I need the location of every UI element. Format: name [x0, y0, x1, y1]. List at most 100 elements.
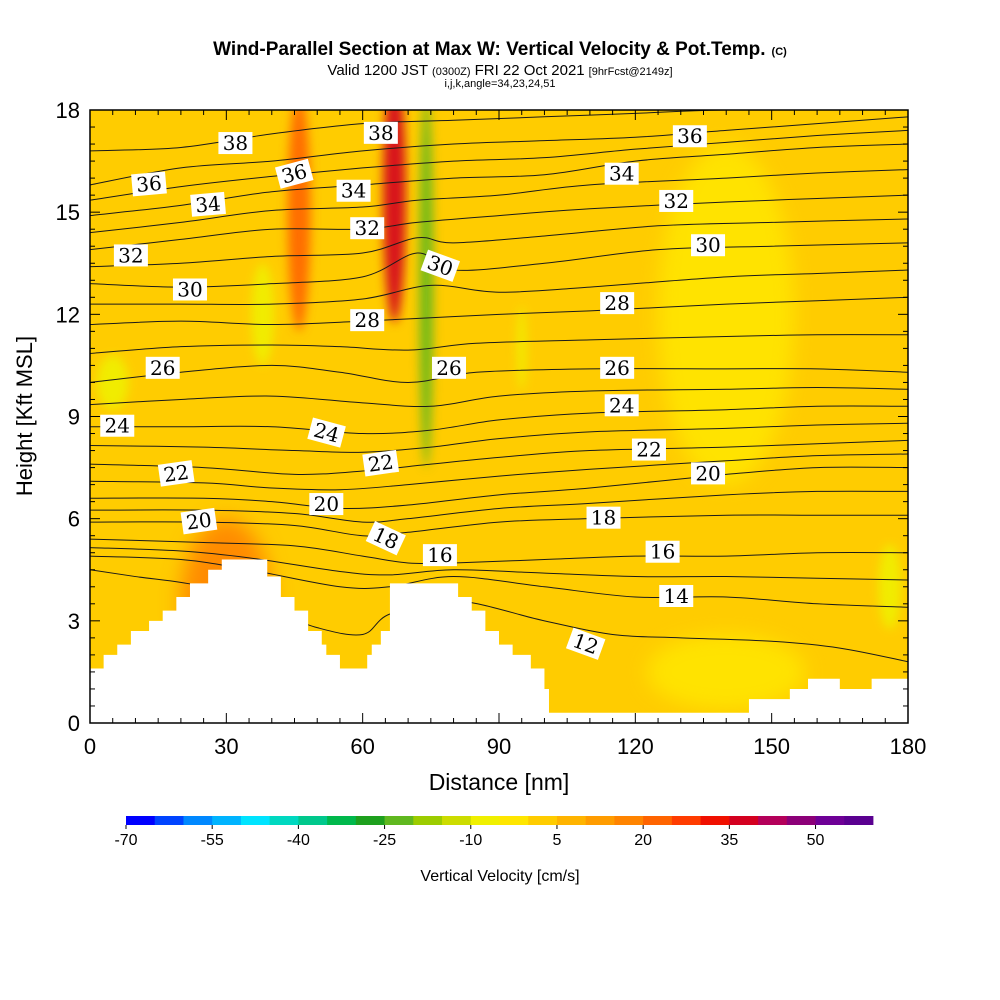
colorbar-swatch	[470, 816, 500, 825]
contour-label-box	[307, 417, 346, 448]
y-tick-labels: 0 3 6 9 12 15 18	[56, 98, 80, 736]
contour-label-32: 14	[659, 584, 694, 608]
colorbar-swatch	[240, 816, 271, 825]
contour-label-text: 30	[177, 277, 202, 301]
contour-label-text: 30	[695, 233, 720, 257]
x-tick-label: 90	[487, 734, 511, 759]
y-tick-label: 9	[68, 405, 80, 430]
contour-label-box	[157, 460, 195, 487]
velocity-feature-3	[251, 263, 275, 366]
colorbar-tick-label: -70	[114, 832, 137, 849]
colorbar-swatch	[786, 816, 816, 825]
isentrope-20	[90, 466, 908, 510]
colorbar-swatch	[614, 816, 644, 825]
colorbar-tick-label: -40	[287, 832, 310, 849]
contour-label-box	[565, 627, 606, 660]
colorbar-swatch	[499, 816, 529, 825]
isentrope-34	[90, 143, 908, 217]
velocity-feature-2	[419, 110, 434, 468]
contour-label-text: 34	[194, 191, 221, 217]
contour-label-box	[362, 449, 400, 477]
isentrope-24	[90, 405, 908, 435]
isentrope-16	[90, 538, 908, 565]
x-tick-label: 60	[350, 734, 374, 759]
contour-label-text: 28	[604, 291, 629, 315]
colorbar-tick-label: 5	[553, 832, 562, 849]
x-tick-labels: 0 30 60 90 120 150 180	[84, 734, 926, 759]
contour-label-15: 28	[600, 291, 635, 315]
contour-label-box	[274, 158, 314, 189]
isentrope-18	[90, 514, 908, 537]
contour-label-text: 22	[162, 460, 191, 487]
contour-label-text: 16	[427, 543, 452, 567]
chart-subtitle-indices: i,j,k,angle=34,23,24,51	[444, 78, 555, 90]
contour-label-box	[691, 234, 726, 257]
contour-label-box	[350, 217, 385, 240]
contour-label-6: 34	[604, 162, 639, 186]
contour-label-23: 22	[157, 460, 195, 487]
contour-label-27: 20	[180, 507, 218, 535]
contour-label-text: 14	[664, 584, 689, 608]
contour-label-text: 34	[341, 179, 366, 203]
contour-label-box	[180, 507, 218, 535]
contour-label-1: 38	[363, 121, 398, 145]
contour-label-text: 18	[591, 506, 616, 530]
colorbar-swatch	[700, 816, 730, 825]
colorbar-swatch	[298, 816, 328, 825]
isentrope-28	[90, 296, 908, 326]
axis-ticks	[89, 109, 909, 724]
velocity-feature-5	[658, 144, 795, 485]
colorbar-swatch	[183, 816, 213, 825]
colorbar-swatch	[212, 816, 242, 825]
contour-label-box	[659, 189, 694, 212]
velocity-feature-7	[878, 544, 902, 630]
contour-label-text: 36	[677, 124, 702, 148]
contour-label-box	[365, 521, 406, 556]
y-tick-label: 3	[68, 609, 80, 634]
contour-label-box	[604, 162, 639, 185]
colorbar-swatch	[154, 816, 184, 825]
contour-label-box	[672, 125, 707, 148]
contour-label-box	[432, 356, 467, 379]
contour-label-7: 34	[190, 191, 226, 217]
colorbar-tick-label: 50	[807, 832, 825, 849]
contour-label-18: 26	[600, 356, 635, 380]
contour-label-text: 16	[650, 540, 675, 564]
y-axis-label: Height [Kft MSL]	[12, 336, 37, 496]
velocity-feature-9	[646, 634, 806, 710]
contour-label-text: 32	[664, 189, 689, 213]
contour-label-10: 32	[113, 243, 148, 267]
contour-label-text: 20	[185, 507, 214, 534]
colorbar-swatch	[327, 816, 357, 825]
isentrope-32	[90, 194, 908, 251]
isentrope-21	[90, 453, 908, 491]
terrain-mask	[90, 559, 908, 723]
isentrope-36	[90, 116, 908, 186]
contour-label-text: 32	[118, 243, 143, 267]
isentrope-22	[90, 439, 908, 475]
contour-label-box	[145, 356, 180, 379]
velocity-feature-4	[96, 355, 129, 410]
velocity-feature-1	[287, 110, 311, 332]
colorbar-tick-labels: -70 -55 -40 -25 -10 5 20 35 50	[114, 825, 825, 849]
y-tick-label: 6	[68, 507, 80, 532]
isentrope-35	[90, 129, 908, 201]
y-tick-label: 18	[56, 98, 80, 123]
contour-label-2: 36	[672, 124, 707, 148]
colorbar-label: Vertical Velocity [cm/s]	[420, 868, 579, 885]
colorbar-swatch	[442, 816, 472, 825]
isentrope-25	[90, 387, 908, 408]
isentrope-31	[90, 218, 908, 268]
contour-label-box	[645, 540, 680, 563]
contour-label-text: 22	[636, 438, 661, 462]
contour-label-box	[422, 544, 457, 567]
contour-label-text: 26	[150, 356, 175, 380]
contour-label-box	[336, 179, 371, 202]
contour-label-text: 24	[609, 393, 634, 417]
contour-label-box	[420, 249, 461, 282]
colorbar-tick-label: 20	[634, 832, 652, 849]
contour-label-13: 30	[172, 277, 207, 301]
contour-label-text: 26	[436, 356, 461, 380]
colorbar-swatch	[126, 816, 156, 825]
